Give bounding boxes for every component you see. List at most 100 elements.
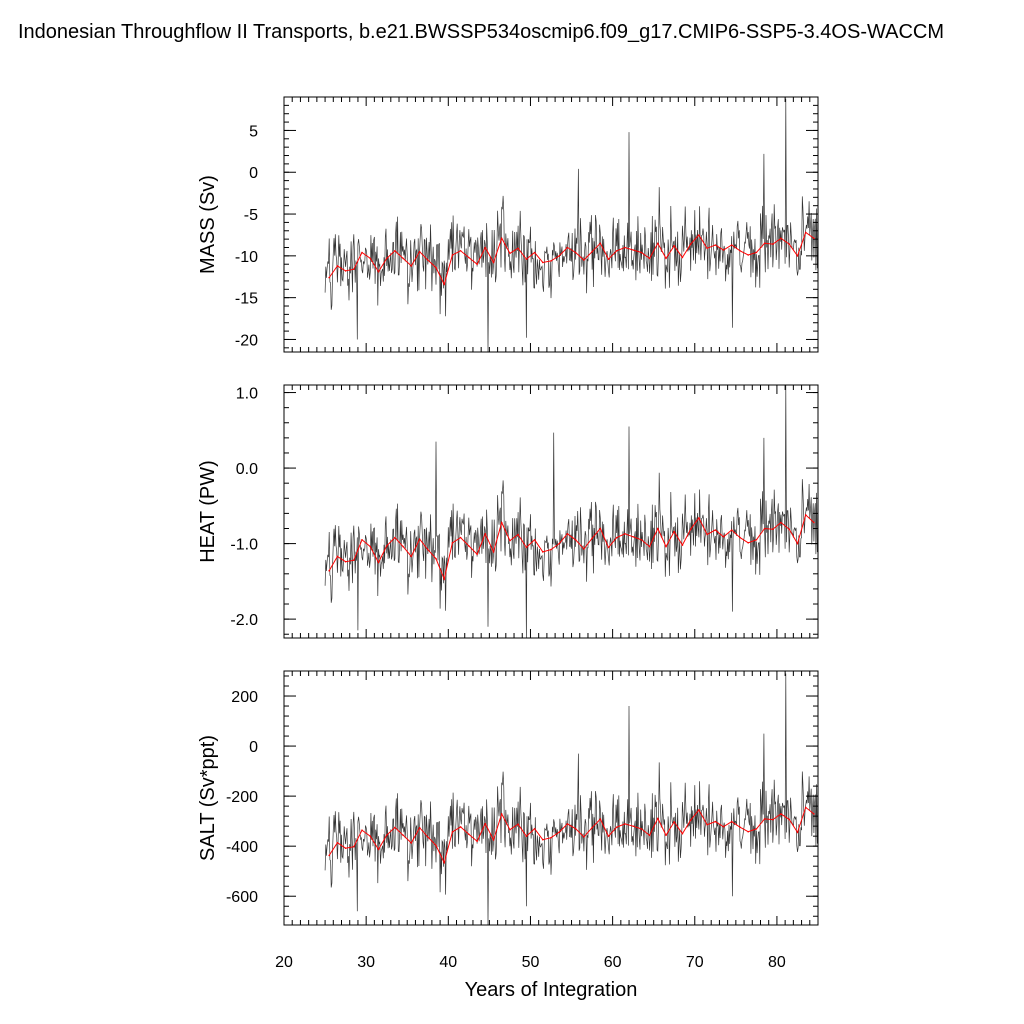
heat-annual-mean-point xyxy=(427,548,429,551)
salt-annual-mean-point xyxy=(772,818,774,821)
mass-annual-mean-point xyxy=(377,270,380,273)
y-tick-label: -10 xyxy=(235,249,258,266)
salt-annual-mean-point xyxy=(583,836,585,838)
heat-annual-mean-point xyxy=(714,529,717,531)
mass-annual-mean-point xyxy=(714,244,717,246)
mass-annual-mean-line xyxy=(328,231,815,286)
salt-annual-mean-point xyxy=(558,831,560,833)
salt-annual-mean-point xyxy=(739,826,741,828)
mass-annual-mean-point xyxy=(344,270,347,272)
heat-annual-mean-point xyxy=(394,536,396,539)
salt-annual-mean-point xyxy=(763,818,766,820)
heat-annual-mean-point xyxy=(772,528,774,530)
heat-annual-mean-point xyxy=(353,559,355,561)
heat-annual-mean-point xyxy=(361,539,363,541)
heat-annual-mean-line xyxy=(328,513,815,581)
salt-annual-mean-point xyxy=(722,825,725,828)
panel-heat: 1.0 0.0 -1.0 -2.0 HEAT (PW) xyxy=(197,384,819,639)
heat-annual-mean-point xyxy=(599,527,602,530)
x-axis-title: Years of Integration xyxy=(465,979,638,1001)
y-tick-label: 1.0 xyxy=(236,386,258,403)
heat-annual-mean-point xyxy=(722,536,725,538)
mass-annual-mean-point xyxy=(566,246,569,249)
mass-annual-mean-point xyxy=(468,256,470,259)
heat-annual-mean-point xyxy=(525,546,528,549)
heat-annual-mean-point xyxy=(385,545,388,547)
salt-annual-mean-point xyxy=(492,839,495,841)
mass-annual-mean-point xyxy=(796,255,799,257)
mass-annual-mean-point xyxy=(648,257,651,260)
mass-annual-mean-point xyxy=(517,247,519,250)
salt-annual-mean-point xyxy=(500,813,503,815)
x-tick-label: 60 xyxy=(604,954,622,971)
salt-annual-mean-point xyxy=(689,819,692,821)
mass-annual-mean-point xyxy=(624,246,626,249)
salt-annual-mean-point xyxy=(566,823,569,825)
heat-annual-mean-point xyxy=(533,539,536,541)
salt-annual-mean-point xyxy=(624,823,626,825)
mass-y-axis-title: MASS (Sv) xyxy=(197,175,219,274)
mass-annual-mean-point xyxy=(788,243,790,245)
salt-annual-mean-point xyxy=(468,833,470,835)
heat-annual-mean-point xyxy=(369,545,372,548)
salt-annual-mean-point xyxy=(418,826,421,829)
heat-annual-mean-point xyxy=(550,548,552,551)
mass-annual-mean-point xyxy=(780,237,782,240)
salt-annual-mean-point xyxy=(533,827,536,830)
salt-annual-mean-point xyxy=(813,813,815,815)
salt-annual-mean-point xyxy=(804,806,807,809)
mass-annual-mean-point xyxy=(722,249,725,251)
salt-annual-mean-point xyxy=(673,821,675,823)
heat-annual-mean-point xyxy=(607,546,610,549)
salt-annual-mean-point xyxy=(402,834,404,836)
y-tick-label: 0.0 xyxy=(236,461,258,478)
heat-y-axis-title: HEAT (PW) xyxy=(197,460,219,563)
salt-annual-mean-point xyxy=(385,834,388,836)
heat-annual-mean-point xyxy=(583,548,585,550)
x-tick-label: 70 xyxy=(686,954,704,971)
heat-annual-mean-point xyxy=(328,570,331,572)
heat-annual-mean-point xyxy=(788,528,790,530)
salt-plot-frame xyxy=(283,670,819,926)
heat-annual-mean-point xyxy=(402,545,404,548)
heat-annual-mean-point xyxy=(673,530,675,533)
salt-annual-mean-point xyxy=(525,835,528,837)
heat-annual-mean-point xyxy=(517,533,519,536)
salt-annual-mean-point xyxy=(476,840,478,842)
mass-annual-mean-point xyxy=(583,259,585,261)
mass-annual-mean-point xyxy=(353,268,355,271)
salt-annual-mean-point xyxy=(484,822,487,825)
mass-annual-mean-point xyxy=(394,250,396,252)
y-tick-label: -200 xyxy=(226,789,258,806)
heat-annual-mean-point xyxy=(509,539,511,542)
salt-annual-mean-point xyxy=(459,826,462,828)
salt-annual-mean-point xyxy=(542,838,544,841)
salt-annual-mean-point xyxy=(640,828,643,830)
mass-annual-mean-point xyxy=(739,250,741,252)
salt-annual-mean-point xyxy=(377,848,380,851)
heat-annual-mean-point xyxy=(410,555,413,558)
heat-annual-mean-point xyxy=(344,560,347,563)
salt-annual-mean-point xyxy=(336,841,339,844)
salt-annual-mean-point xyxy=(344,847,347,849)
salt-annual-mean-point xyxy=(427,836,429,838)
heat-annual-mean-point xyxy=(336,555,339,558)
x-tick-label: 40 xyxy=(439,954,457,971)
mass-annual-mean-point xyxy=(328,276,331,279)
heat-annual-mean-point xyxy=(566,533,569,535)
mass-annual-mean-point xyxy=(681,256,684,259)
mass-annual-mean-point xyxy=(492,261,495,264)
mass-annual-mean-point xyxy=(361,251,363,254)
mass-annual-mean-point xyxy=(706,247,708,250)
y-tick-label: -5 xyxy=(244,207,258,224)
salt-annual-mean-point xyxy=(681,832,684,835)
salt-annual-mean-point xyxy=(550,836,552,839)
mass-annual-mean-point xyxy=(385,257,388,260)
heat-annual-mean-point xyxy=(813,521,815,524)
heat-annual-mean-point xyxy=(804,514,807,516)
salt-annual-mean-point xyxy=(607,835,610,837)
heat-annual-mean-point xyxy=(698,517,700,519)
heat-annual-mean-point xyxy=(591,537,593,540)
heat-annual-mean-point xyxy=(615,536,618,539)
